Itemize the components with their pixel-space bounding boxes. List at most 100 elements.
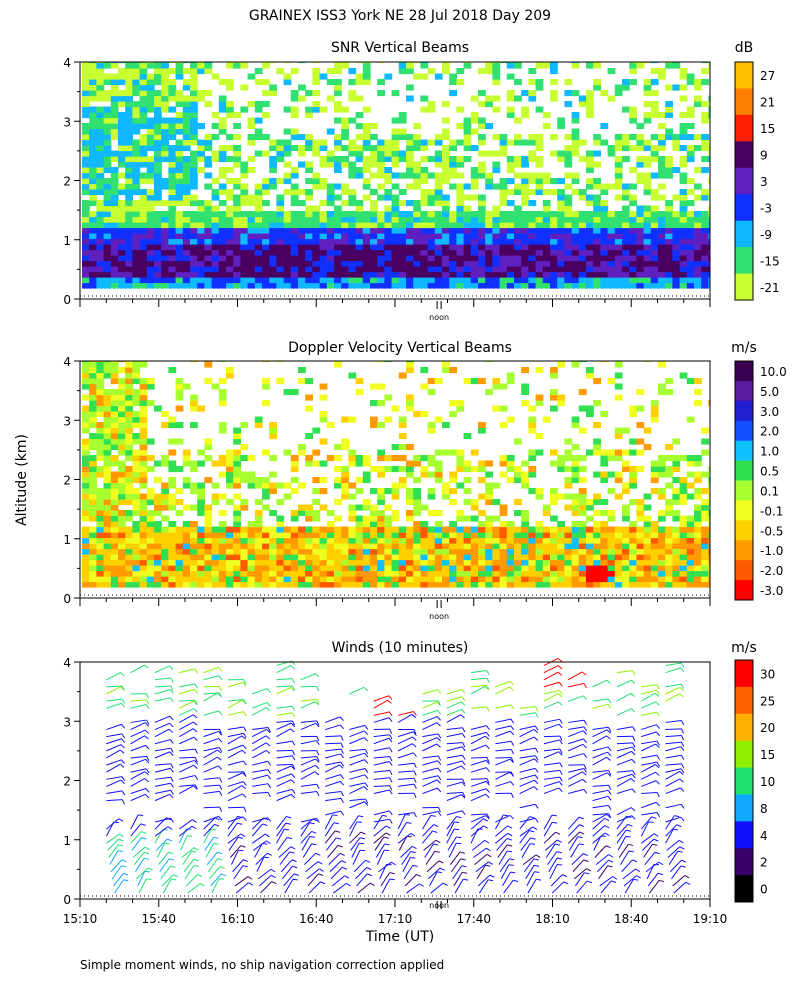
snr-cell (686, 277, 695, 284)
doppler-cell (247, 537, 256, 544)
snr-cell (686, 233, 695, 240)
wind-barb-feather (170, 818, 174, 823)
snr-cell (262, 260, 270, 267)
doppler-cell (312, 537, 321, 544)
snr-cell (679, 249, 688, 256)
doppler-cell (636, 543, 645, 550)
snr-cell (154, 277, 162, 284)
snr-cell (312, 205, 321, 212)
snr-cell (658, 73, 666, 80)
doppler-cell (550, 367, 558, 374)
doppler-cell (233, 537, 241, 544)
snr-cell (262, 79, 270, 86)
snr-cell (204, 277, 213, 284)
snr-cell (348, 200, 357, 207)
doppler-cell (139, 416, 148, 423)
doppler-cell (355, 504, 364, 511)
snr-cell (571, 277, 580, 284)
snr-cell (542, 271, 551, 278)
snr-cell (132, 128, 141, 135)
doppler-cell (694, 554, 702, 561)
wind-barb-feather (243, 726, 247, 732)
wind-barb-feather (117, 850, 123, 853)
wind-barb (276, 816, 287, 830)
snr-cell (679, 189, 688, 196)
colorbar-label: -3 (760, 201, 772, 215)
doppler-cell (132, 394, 141, 401)
doppler-cell (254, 499, 263, 506)
snr-cell (607, 233, 616, 240)
snr-cell (118, 134, 126, 141)
doppler-cell (139, 532, 148, 539)
snr-cell (578, 156, 587, 163)
doppler-cell (269, 510, 277, 517)
snr-cell (247, 244, 256, 251)
snr-cell (247, 200, 256, 207)
snr-cell (118, 282, 126, 289)
snr-cell (139, 194, 148, 201)
doppler-cell (629, 532, 637, 539)
doppler-cell (226, 372, 234, 379)
doppler-cell (103, 559, 112, 566)
wind-barb (111, 865, 122, 880)
snr-cell (283, 161, 292, 168)
doppler-cell (571, 510, 580, 517)
doppler-cell (406, 488, 414, 495)
snr-cell (686, 260, 695, 267)
snr-cell (218, 238, 227, 245)
snr-cell (398, 172, 407, 179)
snr-cell (593, 150, 601, 157)
snr-cell (218, 172, 227, 179)
doppler-cell (269, 422, 277, 429)
snr-cell (139, 90, 148, 97)
snr-cell (665, 244, 673, 251)
doppler-cell (118, 499, 126, 506)
snr-cell (103, 222, 112, 229)
snr-cell (672, 244, 681, 251)
doppler-cell (499, 510, 508, 517)
snr-cell (377, 150, 385, 157)
snr-cell (175, 216, 184, 223)
doppler-cell (132, 554, 141, 561)
wind-barb (203, 777, 220, 780)
snr-cell (89, 62, 97, 64)
doppler-cell (434, 378, 443, 385)
doppler-cell (175, 548, 184, 555)
doppler-cell (506, 526, 515, 533)
snr-cell (679, 161, 688, 168)
snr-cell (161, 156, 169, 163)
wind-barb-feather (270, 868, 276, 873)
doppler-cell (139, 537, 148, 544)
snr-cell (456, 249, 465, 256)
snr-cell (521, 282, 529, 289)
snr-cell (492, 62, 501, 64)
snr-cell (262, 211, 270, 218)
snr-cell (391, 128, 400, 135)
wind-barb (181, 847, 195, 858)
snr-cell (168, 238, 177, 245)
doppler-cell (694, 570, 702, 577)
snr-cell (197, 282, 205, 289)
snr-cell (204, 68, 213, 75)
snr-cell (218, 189, 227, 196)
doppler-cell (377, 526, 385, 533)
doppler-panel: Doppler Velocity Vertical Beams 01234noo… (63, 340, 786, 621)
doppler-cell (161, 581, 169, 588)
snr-cell (175, 255, 184, 262)
doppler-cell (492, 570, 501, 577)
doppler-cell (132, 521, 141, 528)
snr-cell (586, 161, 594, 168)
doppler-cell (254, 416, 263, 423)
snr-cell (89, 167, 97, 174)
snr-cell (82, 205, 90, 212)
snr-cell (514, 238, 522, 245)
snr-cell (456, 123, 465, 130)
doppler-cell (118, 416, 126, 423)
doppler-cell (485, 581, 493, 588)
doppler-cell (607, 548, 616, 555)
doppler-cell (622, 427, 630, 434)
snr-cell (406, 271, 414, 278)
snr-cell (132, 123, 141, 130)
snr-cell (413, 260, 421, 267)
snr-cell (485, 68, 493, 75)
